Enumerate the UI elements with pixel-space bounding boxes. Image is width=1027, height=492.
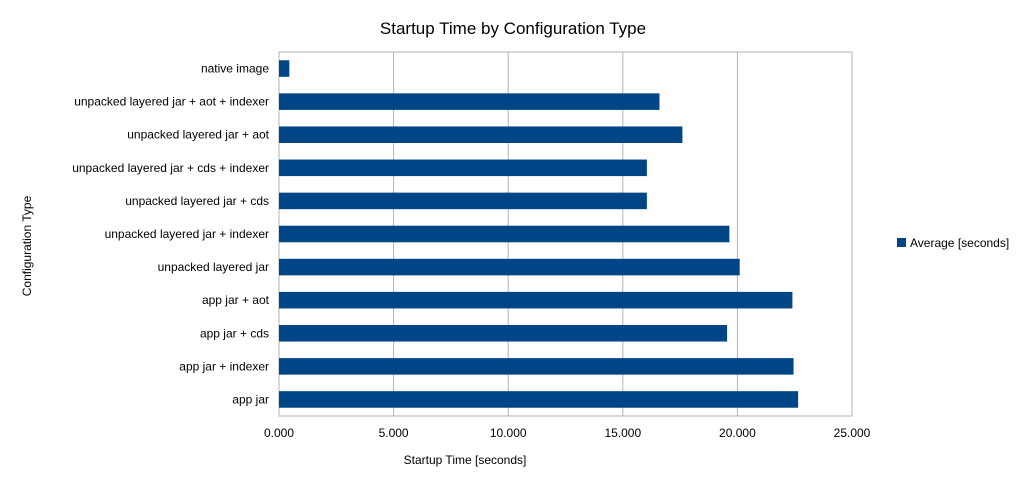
x-tick-label: 5.000: [379, 426, 409, 440]
x-tick-labels: 0.000 5.000 10.000 15.000 20.000 25.000: [264, 426, 871, 440]
bar: [279, 291, 793, 309]
category-label: app jar + aot: [202, 293, 270, 307]
bar: [279, 358, 794, 375]
category-label: app jar: [232, 392, 269, 406]
category-label: unpacked layered jar + aot: [127, 128, 269, 142]
bar: [279, 192, 647, 210]
category-label: app jar + cds: [200, 326, 269, 340]
category-label: unpacked layered jar + cds: [125, 194, 269, 208]
x-axis-label: Startup Time [seconds]: [404, 453, 527, 467]
category-label: app jar + indexer: [179, 359, 269, 373]
category-label: unpacked layered jar + indexer: [105, 227, 269, 241]
category-label: unpacked layered jar: [158, 260, 269, 274]
bar: [279, 126, 683, 143]
legend: Average [seconds]: [897, 236, 1009, 250]
category-labels: native image unpacked layered jar + aot +…: [72, 62, 269, 407]
bars: [279, 60, 799, 408]
legend-label: Average [seconds]: [910, 236, 1009, 250]
legend-swatch: [897, 238, 906, 247]
category-label: unpacked layered jar + aot + indexer: [74, 95, 269, 109]
bar: [279, 258, 740, 276]
category-label: unpacked layered jar + cds + indexer: [72, 161, 269, 175]
chart-title: Startup Time by Configuration Type: [380, 19, 646, 38]
x-tick-label: 15.000: [604, 426, 641, 440]
x-tick-label: 20.000: [719, 426, 756, 440]
x-tick-label: 10.000: [490, 426, 527, 440]
bar: [279, 225, 730, 243]
bar: [279, 159, 647, 177]
bar: [279, 60, 290, 77]
x-tick-label: 0.000: [264, 426, 294, 440]
y-axis-label: Configuration Type: [20, 195, 34, 296]
x-tick-label: 25.000: [834, 426, 871, 440]
bar: [279, 93, 660, 110]
bar: [279, 325, 728, 342]
bar: [279, 391, 799, 408]
category-label: native image: [201, 62, 269, 76]
